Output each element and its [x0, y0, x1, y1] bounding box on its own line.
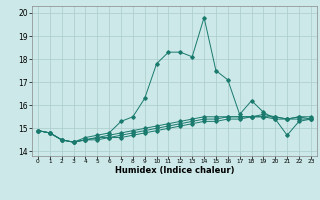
- X-axis label: Humidex (Indice chaleur): Humidex (Indice chaleur): [115, 166, 234, 175]
